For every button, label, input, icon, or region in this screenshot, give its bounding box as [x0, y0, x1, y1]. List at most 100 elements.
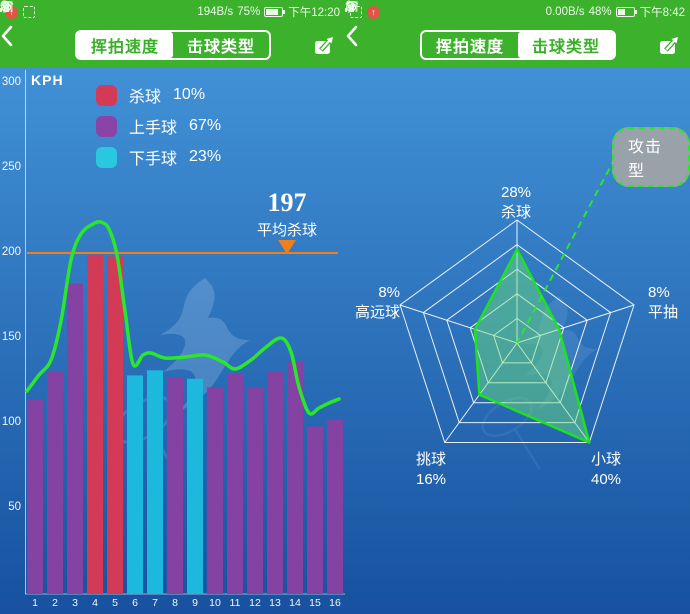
- x-tick-13: 13: [269, 597, 281, 609]
- y-tick-150: 150: [1, 331, 21, 343]
- status-bar: ↑ 0.00B/s 48% 下午8:42: [345, 0, 690, 24]
- radar-ring-1: [493, 317, 541, 364]
- radar-pct: 8%: [378, 284, 400, 301]
- radar-label-clear: 8% 高远球: [345, 283, 400, 322]
- bar-2: [47, 372, 63, 594]
- radar-data-polygon: [473, 248, 591, 444]
- legend-swatch-overhand: [96, 115, 117, 137]
- x-tick-4: 4: [92, 597, 98, 609]
- legend-item-underhand: 下手球 23%: [96, 145, 221, 169]
- average-marker-triangle: [278, 240, 296, 254]
- battery-percent: 48%: [588, 6, 612, 18]
- bar-6: [127, 375, 143, 594]
- radar-ring-5: [399, 219, 635, 443]
- tab-swing-speed[interactable]: 挥拍速度: [435, 39, 504, 56]
- x-tick-10: 10: [209, 597, 221, 609]
- bar-4: [87, 254, 103, 594]
- bar-11: [227, 373, 243, 594]
- y-tick-250: 250: [1, 161, 21, 173]
- share-button[interactable]: [656, 33, 682, 59]
- x-tick-9: 9: [192, 597, 198, 609]
- radar-name: 高远球: [354, 303, 400, 321]
- radar-pct: 28%: [500, 184, 532, 201]
- tab-shot-type[interactable]: 击球类型: [186, 39, 255, 56]
- tab-shot-type[interactable]: 击球类型: [518, 32, 614, 58]
- share-button[interactable]: [311, 33, 337, 59]
- swing-speed-chart: [25, 70, 345, 595]
- header: ↑ 194B/s 75% 下午12:20: [0, 0, 345, 68]
- screen-shot-type: 28% 杀球 8% 平抽 8% 高远球 挑球 16% 小球 40% 攻击型 ↑: [345, 0, 690, 614]
- x-tick-15: 15: [309, 597, 321, 609]
- radar-name: 小球: [591, 451, 622, 468]
- back-chevron-icon: [346, 25, 358, 47]
- x-tick-16: 16: [329, 597, 341, 609]
- y-tick-50: 50: [8, 501, 21, 513]
- battery-icon: [264, 7, 286, 17]
- legend-item-overhand: 上手球 67%: [96, 114, 221, 138]
- header: ↑ 0.00B/s 48% 下午8:42: [345, 0, 690, 68]
- trend-line: [25, 219, 341, 416]
- legend-swatch-underhand: [96, 146, 117, 168]
- play-style-badge: 攻击型: [612, 127, 690, 187]
- radar-label-smash: 28% 杀球: [471, 183, 561, 222]
- average-smash-label: 平均杀球: [256, 222, 317, 239]
- back-button[interactable]: [0, 25, 34, 63]
- signal-sim2-icon: [345, 1, 358, 12]
- screen-swing-speed: KPH 300 250 200 150 100 50 1 2 3 4 5 6 7 8 9 10 11 12 13 1…: [0, 0, 345, 614]
- legend-item-smash: 杀球 10%: [96, 83, 221, 107]
- bar-10: [207, 387, 223, 594]
- radar-name: 挑球: [416, 451, 447, 468]
- radar-ring-4: [422, 243, 612, 424]
- back-button[interactable]: [345, 25, 379, 63]
- clock-time: 下午12:20: [288, 7, 340, 19]
- y-tick-100: 100: [1, 416, 21, 428]
- radar-spoke-1: [516, 304, 635, 344]
- net-speed: 0.00B/s: [545, 6, 585, 18]
- battery-icon: [615, 7, 637, 17]
- radar-spoke-3: [444, 342, 518, 443]
- y-axis-unit: KPH: [31, 72, 64, 88]
- bar-14: [287, 361, 303, 594]
- badge-connector-line: [516, 157, 616, 344]
- legend-pct: 10%: [173, 86, 206, 103]
- bar-16: [327, 419, 343, 594]
- share-icon: [660, 37, 678, 54]
- back-chevron-icon: [1, 25, 13, 47]
- radar-ring-3: [446, 268, 588, 404]
- legend-label: 下手球: [129, 151, 178, 168]
- legend: 杀球 10% 上手球 67% 下手球 23%: [96, 83, 221, 169]
- status-indicators: 194B/s 75% 下午12:20: [0, 0, 340, 20]
- radar-name: 杀球: [500, 203, 531, 221]
- tab-swing-speed[interactable]: 挥拍速度: [77, 32, 173, 58]
- x-tick-14: 14: [289, 597, 301, 609]
- radar-label-net-shot: 小球 40%: [591, 450, 621, 489]
- bar-1: [27, 399, 43, 594]
- tab-switcher: 挥拍速度 击球类型: [420, 30, 616, 60]
- y-tick-200: 200: [1, 246, 21, 258]
- radar-spoke-4: [399, 304, 518, 344]
- x-tick-1: 1: [32, 597, 38, 609]
- x-tick-11: 11: [229, 597, 241, 609]
- legend-label: 上手球: [129, 120, 178, 137]
- y-tick-300: 300: [1, 76, 21, 88]
- shot-type-radar-chart: [399, 157, 635, 444]
- nav-bar: 挥拍速度 击球类型: [345, 24, 690, 68]
- screenshot-icon: [23, 6, 35, 18]
- x-tick-6: 6: [132, 597, 138, 609]
- legend-swatch-smash: [96, 84, 117, 106]
- bar-8: [167, 377, 183, 594]
- radar-pct: 16%: [416, 470, 447, 488]
- radar-spoke-2: [516, 342, 590, 443]
- net-speed: 194B/s: [197, 6, 234, 18]
- share-icon: [315, 37, 333, 54]
- legend-pct: 23%: [189, 148, 222, 165]
- legend-pct: 67%: [189, 117, 222, 134]
- bar-15: [307, 426, 323, 594]
- legend-label: 杀球: [129, 89, 162, 106]
- radar-name: 平抽: [648, 303, 679, 321]
- status-bar: ↑ 194B/s 75% 下午12:20: [0, 0, 345, 24]
- signal-sim2-icon: [0, 1, 13, 12]
- radar-pct: 8%: [648, 284, 670, 301]
- x-tick-12: 12: [249, 597, 261, 609]
